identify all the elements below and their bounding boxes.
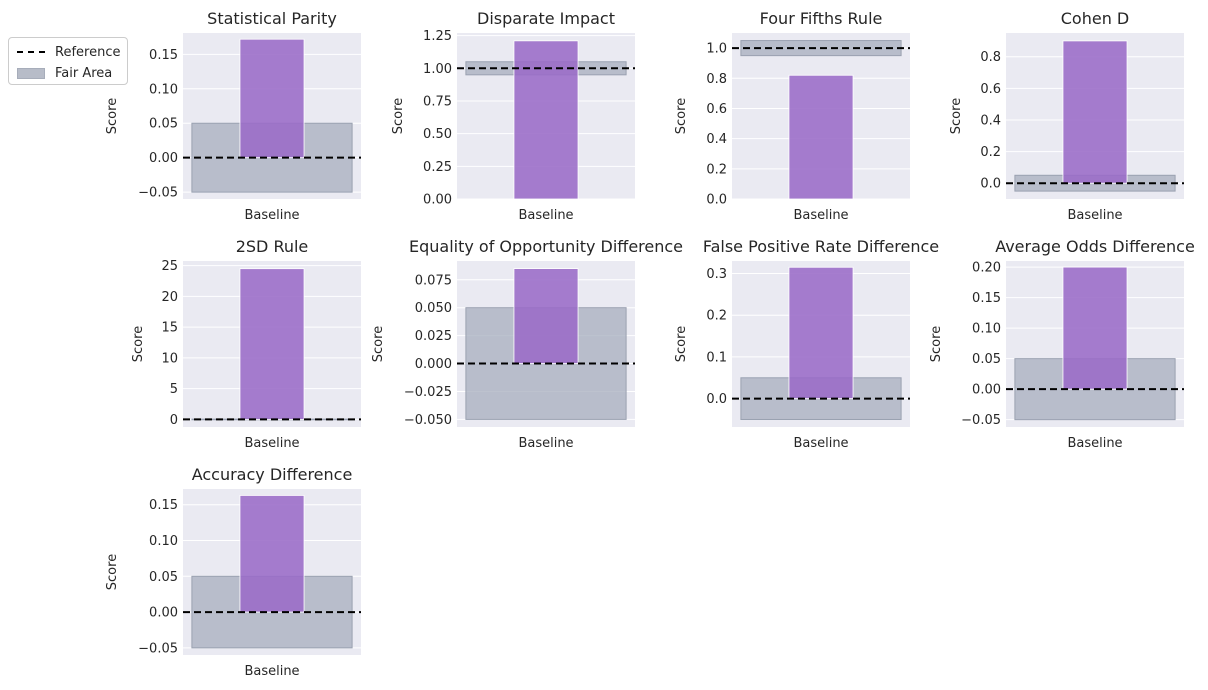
bar-baseline [513, 40, 579, 199]
x-tick-label: Baseline [793, 436, 848, 451]
y-tick-label: 0 [170, 413, 178, 428]
legend-item-reference: Reference [17, 43, 120, 61]
y-tick-label: 0.05 [149, 570, 178, 585]
y-tick-label: 0.025 [415, 329, 452, 344]
y-tick-label: 0.0 [980, 177, 1001, 192]
y-tick-label: 0.15 [149, 48, 178, 63]
y-tick-label: 0.00 [149, 606, 178, 621]
bar-baseline [1062, 266, 1128, 390]
y-tick-label: 0.75 [423, 94, 452, 109]
y-axis-label: Score [674, 326, 689, 362]
y-tick-label: 10 [161, 351, 178, 366]
x-tick-label: Baseline [1067, 208, 1122, 223]
y-tick-label: 0.050 [415, 301, 452, 316]
y-axis-label: Score [391, 98, 406, 134]
y-axis-label: Score [131, 326, 146, 362]
y-tick-label: 0.1 [706, 350, 727, 365]
y-tick-label: 0.4 [706, 132, 727, 147]
y-tick-label: 0.6 [980, 82, 1001, 97]
panel-title: Cohen D [1061, 9, 1130, 28]
y-axis-label: Score [105, 98, 120, 134]
y-tick-label: 0.00 [972, 383, 1001, 398]
panel-title: Accuracy Difference [192, 465, 353, 484]
y-tick-label: 0.8 [706, 72, 727, 87]
panel-title: False Positive Rate Difference [703, 237, 939, 256]
y-tick-label: 5 [170, 382, 178, 397]
panel-title: Statistical Parity [207, 9, 337, 28]
y-tick-label: 0.0 [706, 392, 727, 407]
y-tick-label: 0.10 [149, 82, 178, 97]
y-tick-label: 1.00 [423, 62, 452, 77]
y-tick-label: 0.000 [415, 357, 452, 372]
y-tick-label: 1.0 [706, 42, 727, 57]
y-tick-label: 25 [161, 259, 178, 274]
y-tick-label: 0.15 [149, 498, 178, 513]
y-tick-label: 0.10 [149, 534, 178, 549]
y-tick-label: 0.2 [980, 145, 1001, 160]
panel-title: 2SD Rule [236, 237, 309, 256]
x-tick-label: Baseline [244, 664, 299, 679]
y-tick-label: −0.050 [404, 413, 452, 428]
y-tick-label: 0.8 [980, 50, 1001, 65]
y-axis-label: Score [371, 326, 386, 362]
y-tick-label: 0.075 [415, 273, 452, 288]
legend-label-fair-area: Fair Area [55, 65, 113, 81]
y-tick-label: 0.00 [149, 151, 178, 166]
y-axis-label: Score [929, 326, 944, 362]
x-tick-label: Baseline [793, 208, 848, 223]
y-tick-label: 0.25 [423, 160, 452, 175]
y-tick-label: 0.2 [706, 162, 727, 177]
y-tick-label: 0.3 [706, 267, 727, 282]
y-axis-label: Score [949, 98, 964, 134]
y-tick-label: −0.025 [404, 385, 452, 400]
y-tick-label: −0.05 [138, 186, 178, 201]
x-tick-label: Baseline [1067, 436, 1122, 451]
y-tick-label: 0.6 [706, 102, 727, 117]
y-tick-label: 20 [161, 290, 178, 305]
y-tick-label: −0.05 [138, 641, 178, 656]
bar-baseline [239, 38, 305, 159]
y-tick-label: 0.20 [972, 261, 1001, 276]
y-tick-label: 0.4 [980, 113, 1001, 128]
reference-line-swatch [17, 51, 45, 53]
panel-title: Disparate Impact [477, 9, 615, 28]
y-tick-label: 0.2 [706, 309, 727, 324]
y-tick-label: 0.10 [972, 322, 1001, 337]
y-axis-label: Score [674, 98, 689, 134]
x-tick-label: Baseline [518, 208, 573, 223]
panel-title: Four Fifths Rule [760, 9, 883, 28]
y-tick-label: 1.25 [423, 29, 452, 44]
legend-label-reference: Reference [55, 44, 121, 60]
x-tick-label: Baseline [518, 436, 573, 451]
y-axis-label: Score [105, 554, 120, 590]
fair-area-swatch [17, 67, 45, 79]
bar-baseline [239, 268, 305, 420]
y-tick-label: 0.15 [972, 291, 1001, 306]
legend-item-fair-area: Fair Area [17, 64, 112, 82]
y-tick-label: 0.05 [149, 117, 178, 132]
bar-baseline [788, 266, 854, 400]
x-tick-label: Baseline [244, 208, 299, 223]
panel-title: Average Odds Difference [995, 237, 1195, 256]
y-tick-label: 0.05 [972, 352, 1001, 367]
y-tick-label: 15 [161, 321, 178, 336]
y-tick-label: 0.00 [423, 193, 452, 208]
bar-baseline [788, 74, 854, 199]
bar-baseline [513, 268, 579, 364]
y-tick-label: 0.0 [706, 193, 727, 208]
x-tick-label: Baseline [244, 436, 299, 451]
panel-title: Equality of Opportunity Difference [409, 237, 683, 256]
bar-baseline [1062, 40, 1128, 184]
legend: Reference Fair Area [8, 37, 128, 85]
bar-baseline [239, 495, 305, 613]
y-tick-label: −0.05 [961, 413, 1001, 428]
y-tick-label: 0.50 [423, 127, 452, 142]
